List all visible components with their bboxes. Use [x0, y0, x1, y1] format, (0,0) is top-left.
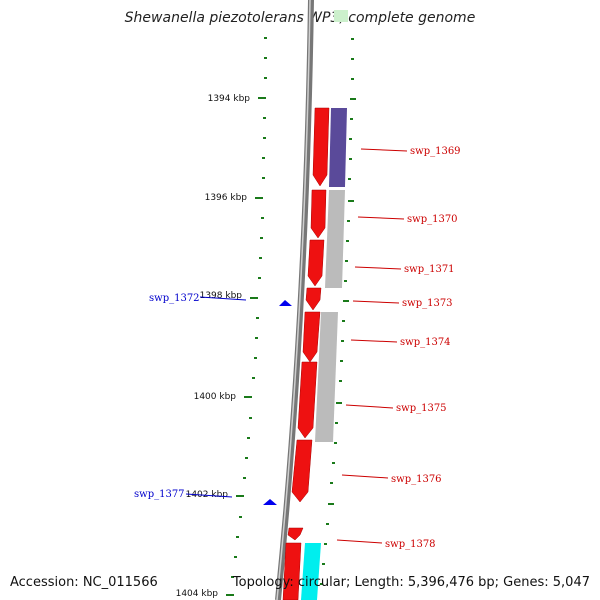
genome-backbone-highlight — [276, 0, 311, 600]
gene-label-swp-1378[interactable]: swp_1378 — [385, 539, 436, 550]
gene-arrow — [312, 107, 330, 187]
gene-label-swp-1376[interactable]: swp_1376 — [391, 474, 442, 485]
reverse-gene-marker — [279, 300, 292, 306]
gene-arrow — [310, 189, 327, 239]
gene-arrow — [282, 542, 302, 600]
tick-label: 1400 kbp — [194, 392, 237, 402]
gene-arrow — [287, 527, 304, 541]
label-leader-left — [185, 493, 233, 498]
inner-scale-dots — [231, 37, 267, 578]
gene-label-swp-1375[interactable]: swp_1375 — [396, 403, 447, 414]
gene-label-swp-1370[interactable]: swp_1370 — [407, 214, 458, 225]
tick-label: 1404 kbp — [176, 589, 219, 599]
map-title: Shewanella piezotolerans WP3, complete g… — [124, 10, 476, 26]
accession-text: Accession: NC_011566 — [10, 575, 158, 590]
gene-arrow — [297, 361, 318, 439]
top-marker — [334, 10, 348, 22]
cog-block-grey — [325, 190, 345, 288]
gene-arrow — [291, 439, 313, 503]
gene-label-swp-1373[interactable]: swp_1373 — [402, 298, 453, 309]
tick-label: 1398 kbp — [200, 291, 243, 301]
tick-label: 1396 kbp — [205, 193, 248, 203]
gene-arrow — [302, 311, 321, 363]
gene-arrow — [305, 287, 322, 311]
outer-scale-dots — [320, 38, 356, 585]
gene-label-swp-1374[interactable]: swp_1374 — [400, 337, 451, 348]
topology-text: Topology: circular; Length: 5,396,476 bp… — [232, 575, 590, 590]
gene-label-swp-1369[interactable]: swp_1369 — [410, 146, 461, 157]
label-leader-left — [199, 296, 247, 301]
gene-label-swp-1377[interactable]: swp_1377 — [134, 489, 185, 500]
forward-gene-track — [282, 107, 330, 600]
gene-label-swp-1371[interactable]: swp_1371 — [404, 264, 455, 275]
gene-arrow — [307, 239, 325, 287]
gene-label-swp-1372[interactable]: swp_1372 — [149, 293, 200, 304]
tick-label: 1394 kbp — [208, 94, 251, 104]
cog-block-purple — [329, 108, 347, 187]
cog-block-cyan — [301, 543, 321, 600]
major-ticks — [226, 97, 266, 596]
cog-track — [301, 108, 347, 600]
cog-block-grey — [315, 312, 338, 442]
genome-backbone — [275, 0, 314, 600]
reverse-gene-marker — [263, 499, 277, 505]
label-leaders-right — [336, 148, 408, 544]
